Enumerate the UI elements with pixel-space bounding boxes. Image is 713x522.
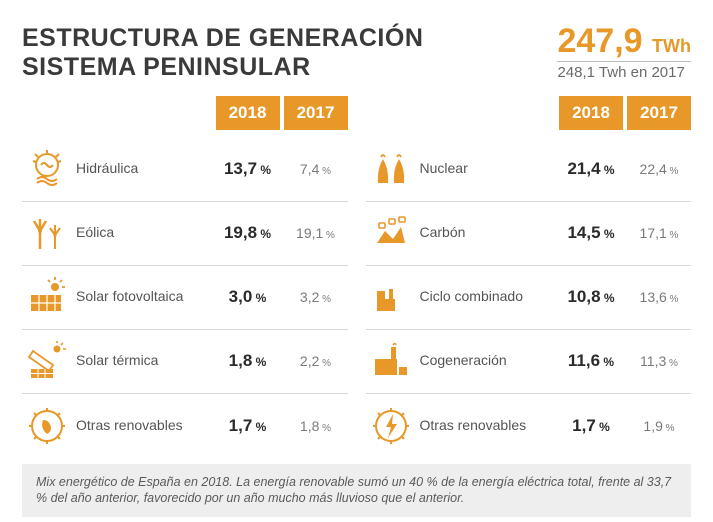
col-head-right: 2018 2017 [366,96,692,130]
table-row: Otras renovables1,7 %1,9 % [366,394,692,458]
source-name: Eólica [72,224,212,242]
value-2017: 17,1 % [627,225,691,241]
title-line-2: SISTEMA PENINSULAR [22,53,423,82]
table-row: Eólica19,8 %19,1 % [22,202,348,266]
nuclear-icon [366,149,416,189]
source-name: Nuclear [416,160,556,178]
value-2017: 22,4 % [627,161,691,177]
value-2018: 10,8 % [559,287,623,307]
source-name: Solar fotovoltaica [72,288,212,306]
divider [557,61,691,62]
total-sub-value: 248,1 [557,64,595,81]
hydro-icon [22,149,72,189]
value-2018: 1,7 % [559,416,623,436]
value-2017: 1,9 % [627,418,691,434]
total-sub: 248,1 Twh en 2017 [557,64,691,81]
value-2018: 14,5 % [559,223,623,243]
value-2017: 7,4 % [284,161,348,177]
source-name: Hidráulica [72,160,212,178]
value-2018: 13,7 % [216,159,280,179]
total-box: 247,9 TWh 248,1 Twh en 2017 [547,24,691,81]
table-row: Solar térmica1,8 %2,2 % [22,330,348,394]
table-row: Carbón14,5 %17,1 % [366,202,692,266]
bolt-icon [366,406,416,446]
solar-pv-icon [22,277,72,317]
footnote: Mix energético de España en 2018. La ene… [22,464,691,518]
page-title: ESTRUCTURA DE GENERACIÓN SISTEMA PENINSU… [22,24,423,82]
source-name: Cogeneración [416,352,556,370]
cogen-icon [366,341,416,381]
value-2017: 3,2 % [284,289,348,305]
value-2018: 1,7 % [216,416,280,436]
year-2018-header: 2018 [216,96,280,130]
year-2018-header: 2018 [559,96,623,130]
source-name: Otras renovables [72,417,212,435]
value-2017: 1,8 % [284,418,348,434]
table-row: Hidráulica13,7 %7,4 % [22,138,348,202]
year-2017-header: 2017 [284,96,348,130]
value-2017: 11,3 % [627,353,691,369]
total-value: 247,9 [557,22,642,60]
value-2018: 19,8 % [216,223,280,243]
coal-icon [366,213,416,253]
table-row: Otras renovables1,7 %1,8 % [22,394,348,458]
value-2018: 11,6 % [559,351,623,371]
table-row: Nuclear21,4 %22,4 % [366,138,692,202]
table-row: Ciclo combinado10,8 %13,6 % [366,266,692,330]
data-columns: 2018 2017 Hidráulica13,7 %7,4 %Eólica19,… [22,96,691,458]
year-2017-header: 2017 [627,96,691,130]
value-2017: 13,6 % [627,289,691,305]
left-column: 2018 2017 Hidráulica13,7 %7,4 %Eólica19,… [22,96,348,458]
col-head-left: 2018 2017 [22,96,348,130]
value-2017: 2,2 % [284,353,348,369]
table-row: Cogeneración11,6 %11,3 % [366,330,692,394]
header: ESTRUCTURA DE GENERACIÓN SISTEMA PENINSU… [22,24,691,82]
value-2018: 21,4 % [559,159,623,179]
value-2018: 1,8 % [216,351,280,371]
value-2017: 19,1 % [284,225,348,241]
right-column: 2018 2017 Nuclear21,4 %22,4 %Carbón14,5 … [366,96,692,458]
combined-icon [366,277,416,317]
wind-icon [22,213,72,253]
leaf-icon [22,406,72,446]
source-name: Solar térmica [72,352,212,370]
source-name: Otras renovables [416,417,556,435]
source-name: Ciclo combinado [416,288,556,306]
value-2018: 3,0 % [216,287,280,307]
title-line-1: ESTRUCTURA DE GENERACIÓN [22,24,423,53]
total-unit: TWh [652,36,691,56]
solar-thermal-icon [22,341,72,381]
table-row: Solar fotovoltaica3,0 %3,2 % [22,266,348,330]
total-sub-text: Twh en 2017 [599,64,685,81]
source-name: Carbón [416,224,556,242]
total-main: 247,9 TWh [557,24,691,58]
